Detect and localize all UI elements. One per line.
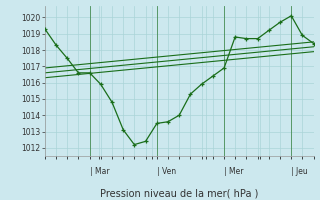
- Text: | Mer: | Mer: [224, 166, 244, 176]
- Text: | Mar: | Mar: [90, 166, 109, 176]
- Text: | Ven: | Ven: [157, 166, 176, 176]
- Text: | Jeu: | Jeu: [291, 166, 308, 176]
- Text: Pression niveau de la mer( hPa ): Pression niveau de la mer( hPa ): [100, 189, 258, 199]
